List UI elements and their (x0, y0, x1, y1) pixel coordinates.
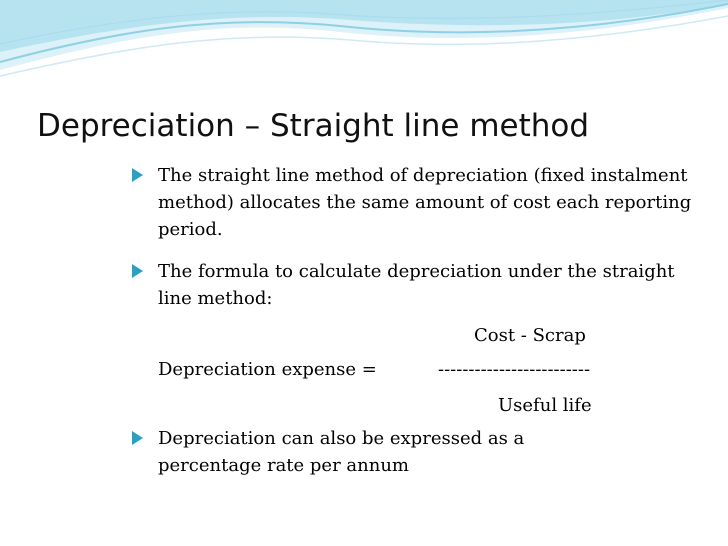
wave-line-1 (0, 3, 728, 63)
bullet-marker-1 (132, 168, 143, 182)
bullet-marker-2 (132, 264, 143, 278)
wave-line-2 (0, 15, 728, 77)
bullet-text-1: The straight line method of depreciation… (158, 165, 692, 240)
formula-numerator: Cost - Scrap (474, 325, 586, 346)
header-wave-decoration (0, 0, 728, 77)
slide-title: Depreciation – Straight line method (37, 108, 590, 144)
bullet-text-3: Depreciation can also be expressed as a … (158, 428, 525, 476)
formula-label: Depreciation expense = (158, 359, 377, 380)
bullet-text-2: The formula to calculate depreciation un… (158, 261, 675, 309)
formula-denominator: Useful life (498, 395, 592, 416)
bullet-marker-3 (132, 431, 143, 445)
formula-divider: ------------------------- (438, 359, 591, 380)
wave-line-3 (0, 0, 728, 45)
wave-band-mid (0, 0, 728, 52)
